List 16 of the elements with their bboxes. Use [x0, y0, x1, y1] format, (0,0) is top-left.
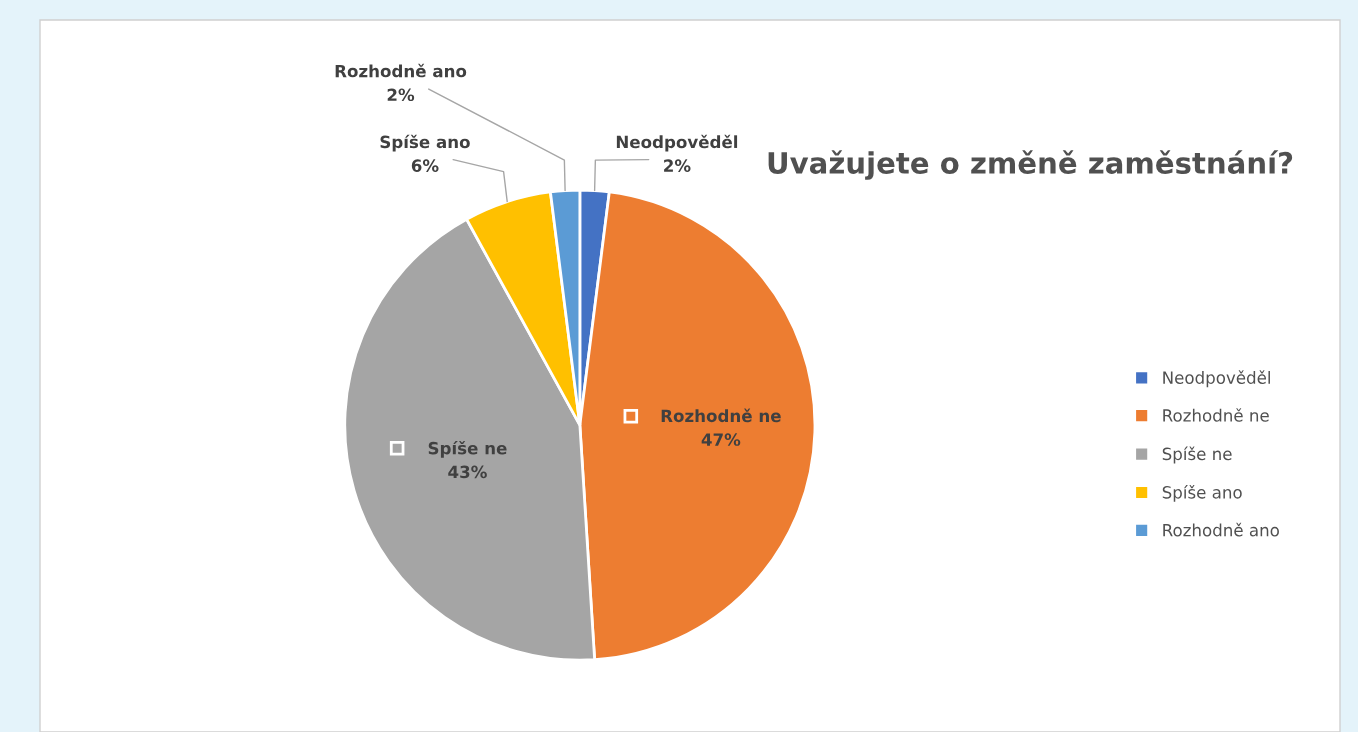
data-label: 47%: [701, 433, 741, 446]
data-label: 6%: [411, 159, 439, 172]
slice-label: Rozhodně ne: [661, 408, 781, 423]
data-label: 2%: [664, 159, 691, 172]
legend-label: Rozhodně ano: [1163, 522, 1279, 537]
legend-label: Neodpověděl: [1163, 370, 1270, 388]
legend-label: Spíše ne: [1162, 446, 1232, 464]
legend-label: Rozhodně ne: [1163, 408, 1269, 422]
data-label: 43%: [448, 465, 487, 479]
slice-label: Neodpověděl: [616, 134, 738, 152]
data-label: 2%: [387, 88, 415, 102]
legend-label: Spíše ano: [1162, 485, 1242, 502]
slice-label: Spíše ano: [380, 134, 470, 152]
slice-label: Spíše ne: [428, 440, 507, 458]
slice-label: Rozhodně ano: [335, 63, 467, 78]
text: Uvažujete o změně zaměstnání?: [768, 150, 1293, 180]
